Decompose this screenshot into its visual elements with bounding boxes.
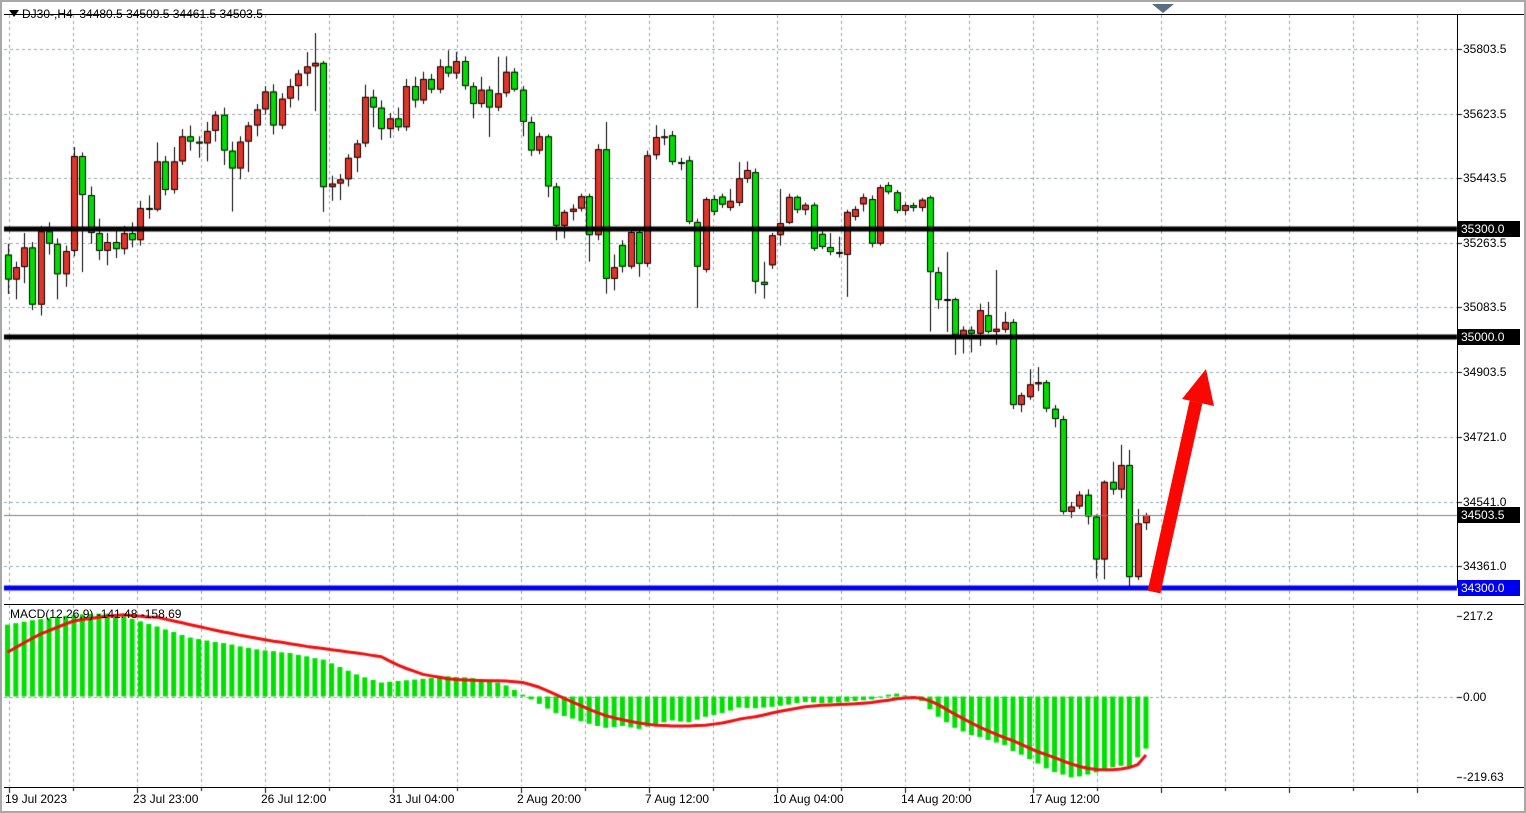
price-axis-border: [1457, 14, 1458, 588]
time-axis-label: 7 Aug 12:00: [645, 792, 710, 806]
chart-shift-marker-icon[interactable]: [1152, 4, 1174, 13]
price-level-badge: 35000.0: [1458, 328, 1520, 345]
price-axis-label: 34541.0: [1463, 494, 1507, 509]
indicator-axis-label: 0.00: [1463, 689, 1487, 704]
indicator-axis-label: -219.63: [1463, 770, 1504, 785]
price-axis-label: 34903.5: [1463, 364, 1507, 379]
chart-title-ohlc: DJ30-,H4 34480.5 34509.5 34461.5 34503.5: [22, 7, 263, 21]
macd-indicator-label: MACD(12,26,9) -141.48 -158.69: [10, 607, 182, 621]
bullish-arrow-annotation[interactable]: [1132, 357, 1242, 607]
price-axis-label: 34361.0: [1463, 559, 1507, 574]
time-axis-label: 10 Aug 04:00: [773, 792, 844, 806]
time-axis-separator: [4, 787, 1524, 788]
indicator-axis-label: 217.2: [1463, 609, 1494, 624]
price-axis-label: 35083.5: [1463, 300, 1507, 315]
price-axis-label: 35443.5: [1463, 171, 1507, 186]
time-axis-label: 26 Jul 12:00: [261, 792, 327, 806]
time-axis-label: 2 Aug 20:00: [517, 792, 582, 806]
price-axis-label: 35803.5: [1463, 42, 1507, 56]
time-axis-label: 19 Jul 2023: [5, 792, 68, 806]
indicator-panel-separator[interactable]: [4, 604, 1524, 605]
price-axis-label: 34721.0: [1463, 429, 1507, 444]
price-level-badge: 35300.0: [1458, 221, 1520, 238]
price-level-badge: 34300.0: [1458, 579, 1520, 596]
time-axis-label: 31 Jul 04:00: [389, 792, 455, 806]
price-axis-label: 35623.5: [1463, 106, 1507, 121]
main-panel-top-border: [4, 14, 1524, 15]
time-axis-label: 14 Aug 20:00: [901, 792, 972, 806]
time-axis-label: 23 Jul 23:00: [133, 792, 199, 806]
price-level-badge: 34503.5: [1458, 506, 1520, 523]
symbol-dropdown-icon[interactable]: [9, 10, 19, 17]
price-axis-label: 35263.5: [1463, 235, 1507, 250]
time-axis-label: 17 Aug 12:00: [1029, 792, 1100, 806]
